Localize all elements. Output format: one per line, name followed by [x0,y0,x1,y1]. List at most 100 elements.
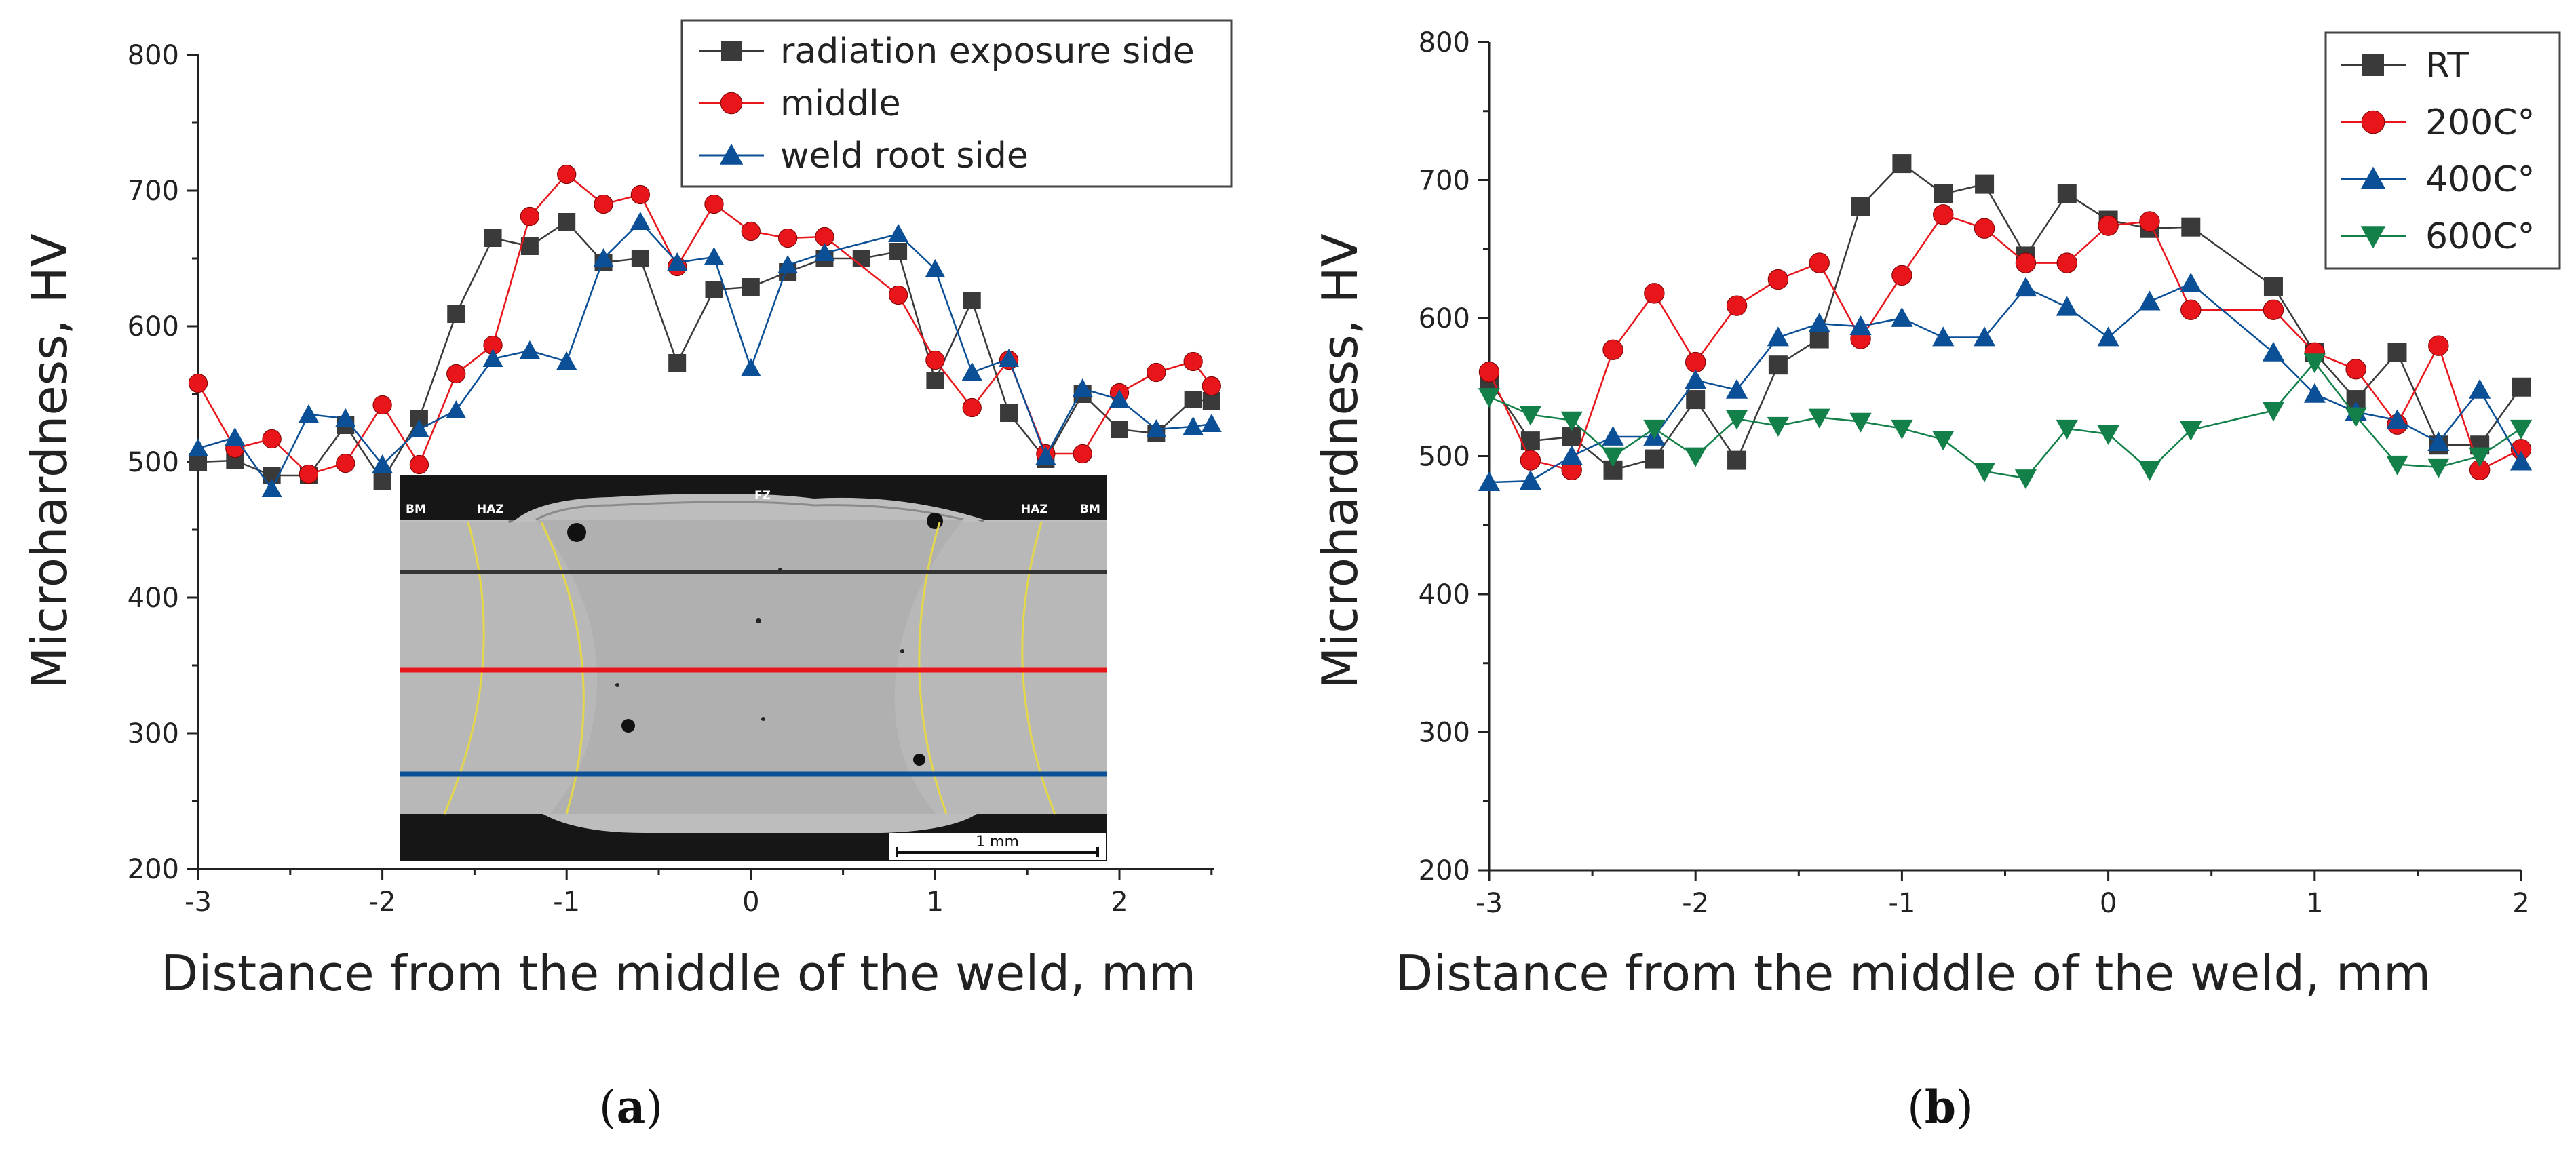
data-point [447,305,465,323]
legend-label: weld root side [780,136,1029,176]
data-point [2345,359,2366,380]
data-point [1519,406,1541,426]
data-point [372,454,393,473]
data-point [1767,416,1789,437]
y-tick-label: 800 [1419,27,1470,58]
data-point [1849,315,1872,336]
pore [615,683,619,687]
data-point [705,281,723,298]
data-point [558,213,576,231]
data-point [2138,290,2161,311]
data-point [557,164,577,184]
pore [756,618,761,623]
data-point [335,408,356,427]
data-point [961,362,982,381]
data-point [1519,470,1541,490]
data-point [2014,277,2037,297]
series-line [197,220,1212,491]
legend-marker [2360,226,2386,249]
data-point [2139,211,2160,232]
y-tick-label: 500 [1419,442,1470,473]
data-point [1602,425,1624,446]
data-point [262,429,282,449]
data-point [2263,299,2284,320]
pore [567,523,586,542]
data-point [1478,471,1501,492]
data-point [1111,421,1128,438]
data-point [1973,463,1996,482]
data-point [999,349,1019,367]
data-point [299,404,319,423]
data-point [2386,409,2408,429]
legend-label: middle [780,83,901,124]
data-point [482,349,503,367]
data-point [188,438,208,456]
data-point [446,400,467,418]
data-point [520,237,539,255]
data-point [299,464,319,484]
chart-panel-b: 200 300 400 500 600 700 800 -3 -2 -1 0 1 2 RT 200C° 4… [1311,27,2561,1133]
panel-label-a-letter: a [617,1080,646,1133]
data-point [889,243,908,260]
y-axis-ticks-a: 200 300 400 500 600 700 800 [128,40,198,885]
x-tick-label: -2 [369,887,396,918]
data-point [741,221,761,241]
x-tick-label: -2 [1682,888,1709,919]
scale-bar-box [889,833,1106,860]
data-point [925,350,945,370]
x-tick-label: 0 [2100,888,2117,919]
data-point [1973,326,1996,347]
data-point [1184,391,1202,408]
data-point [1891,265,1912,286]
y-axis-ticks-b: 200 300 400 500 600 700 800 [1419,27,1489,887]
x-axis-title-b: Distance from the middle of the weld, mm [1396,945,2431,1002]
y-tick-label: 400 [128,583,179,614]
data-point [594,194,613,214]
y-axis-title-a: Microhardness, HV [21,233,78,689]
data-point [1147,362,1166,383]
data-point [1560,411,1583,431]
data-point [667,252,688,271]
data-point [2014,469,2037,490]
legend-marker [719,143,744,165]
data-point [2510,450,2533,471]
data-point [1767,326,1789,347]
data-point [1685,369,1707,389]
data-point [2510,419,2533,440]
data-point [1644,283,1665,304]
data-point [2263,277,2283,296]
legend-label: RT [2425,45,2469,86]
data-point [1183,351,1203,372]
data-point [409,454,429,475]
data-point [1520,450,1541,471]
fusion-zone [536,519,963,814]
data-point [1851,197,1870,216]
y-axis-title-b: Microhardness, HV [1311,233,1368,689]
data-point [1933,204,1954,225]
data-point [1685,351,1706,373]
data-point [1808,408,1830,429]
x-axis-ticks-b: -3 -2 -1 0 1 2 [1476,870,2530,919]
data-point [1727,450,1747,470]
data-point [1560,445,1583,465]
legend-marker [2360,166,2386,189]
y-tick-label: 400 [1419,579,1470,610]
data-point [1073,444,1092,464]
data-point [814,243,835,261]
data-point [373,472,391,490]
data-point [2181,217,2201,237]
data-point [1685,447,1707,467]
data-point [2138,461,2161,481]
data-point [1974,218,1995,239]
data-point [1726,295,1748,316]
data-point [2469,447,2491,467]
data-point [519,340,540,359]
x-tick-label: -3 [1476,888,1503,919]
data-point [2512,377,2531,397]
legend-label: 600C° [2425,216,2535,257]
legend-marker [2361,110,2385,134]
data-point [668,354,687,372]
data-point [1201,414,1222,432]
data-point [2180,421,2202,441]
